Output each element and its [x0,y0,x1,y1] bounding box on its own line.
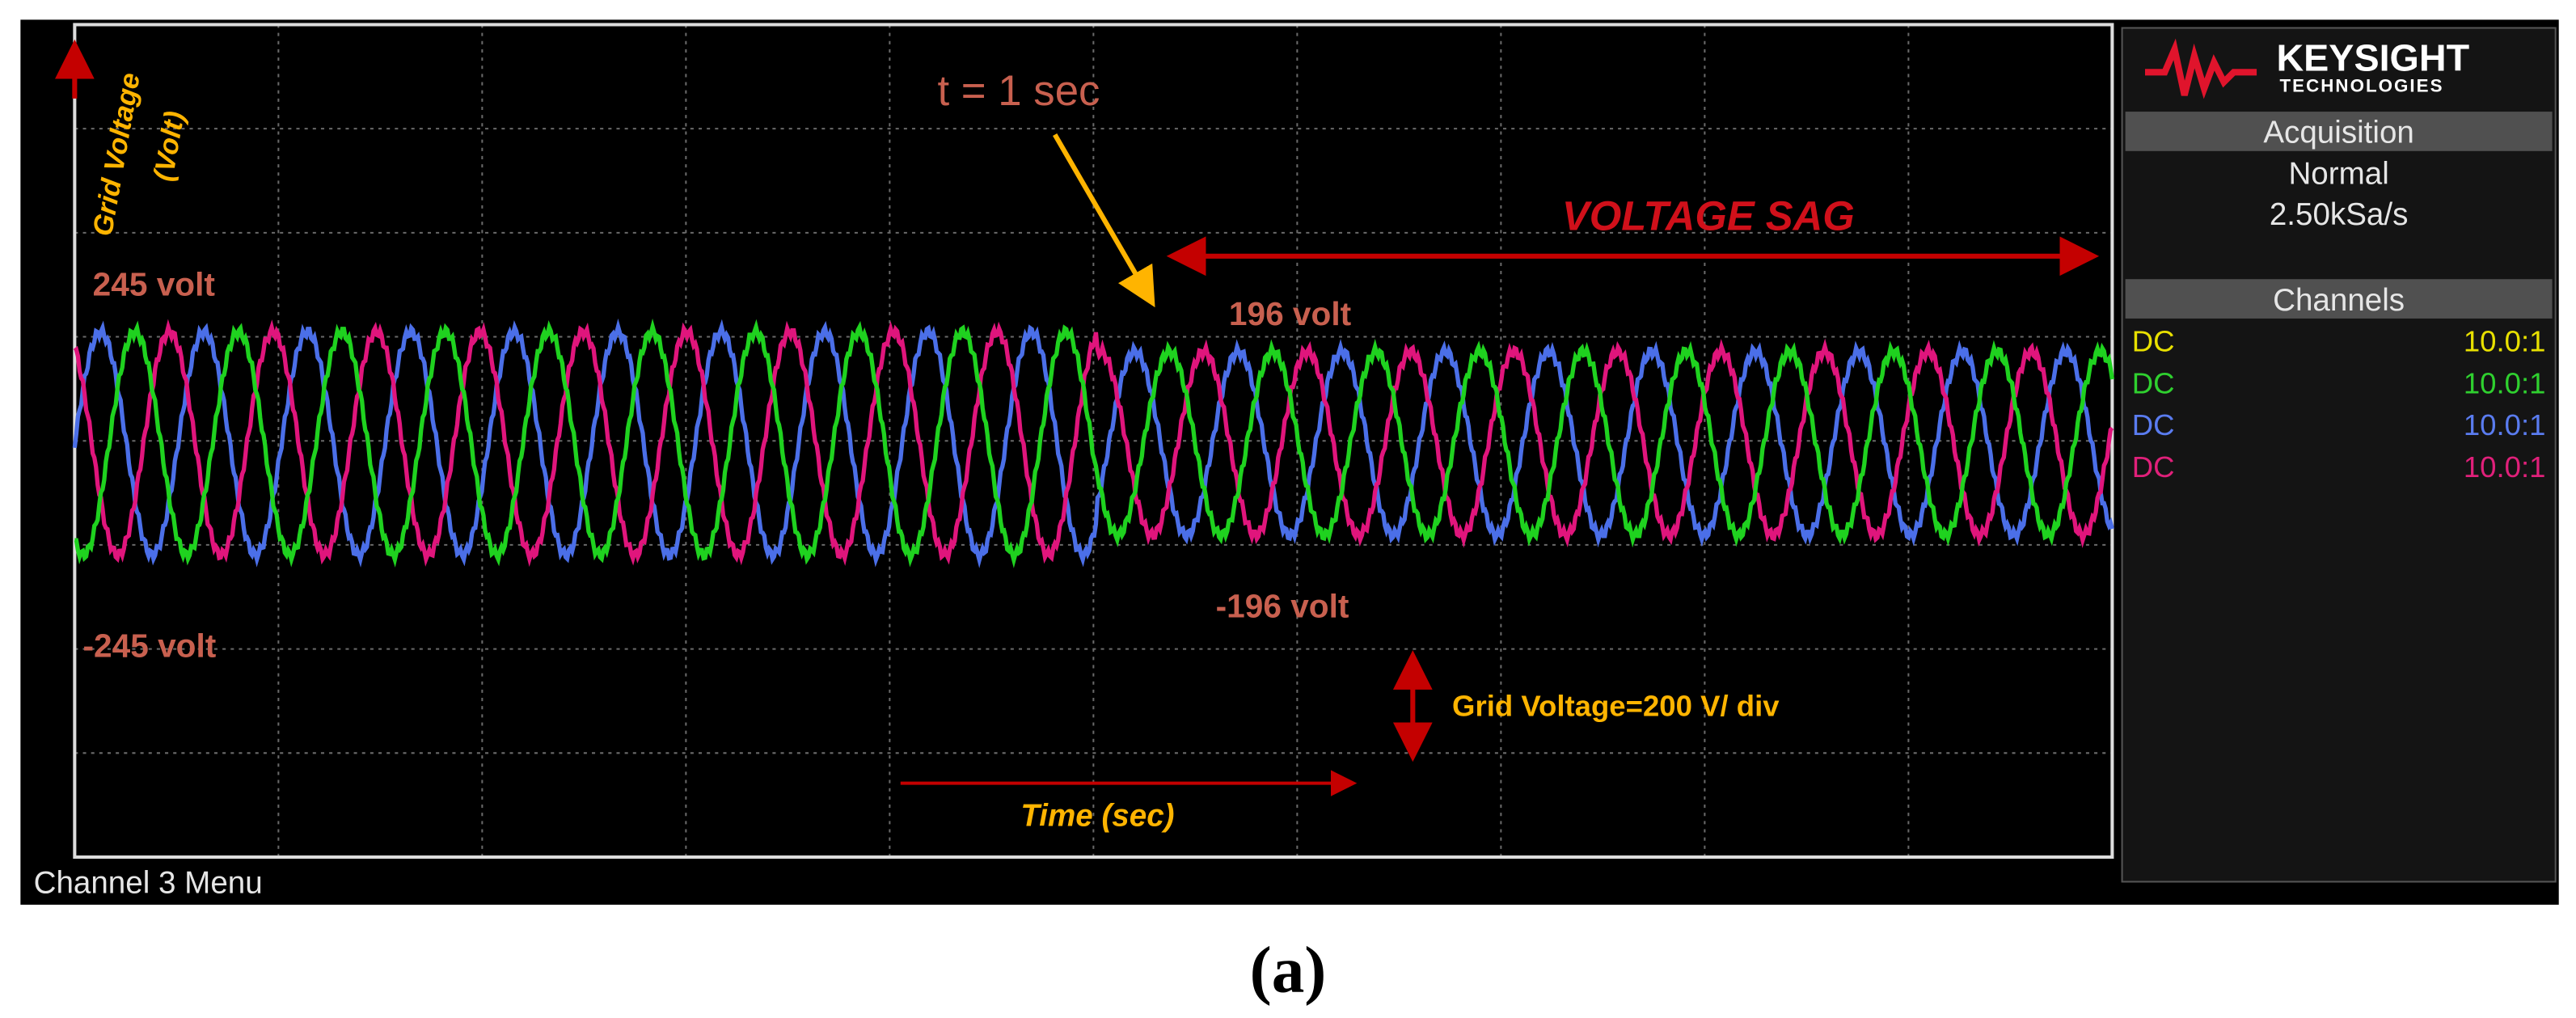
peak-label: 245 volt [93,266,216,303]
channels-header: Channels [2273,283,2405,318]
trough-label: -196 volt [1216,588,1349,625]
sag-label: VOLTAGE SAG [1562,192,1855,239]
caption: (a) [1250,934,1327,1007]
channel-coupling: DC [2132,450,2175,484]
acquisition-header: Acquisition [2263,116,2414,150]
channel-probe: 10.0:1 [2464,450,2546,484]
channel-coupling: DC [2132,408,2175,441]
time-label: Time (sec) [1020,798,1174,833]
scale-label: Grid Voltage=200 V/ div [1452,689,1780,722]
brand: KEYSIGHT [2276,36,2469,78]
acquisition-mode: Normal [2288,156,2388,191]
acquisition-rate: 2.50kSa/s [2270,197,2409,232]
trace [74,318,2114,568]
side-panel [2121,27,2557,883]
peak-label: 196 volt [1229,295,1352,332]
channel-list: DC 10.0:1 DC 10.0:1 DC 10.0:1 DC 10.0:1 [2132,325,2546,484]
waveforms [72,318,2114,568]
trough-label: -245 volt [83,627,217,664]
acquisition-header-bar [2125,112,2553,151]
channel-coupling: DC [2132,366,2175,399]
event-label: t = 1 sec [937,67,1100,115]
brand-logo [2144,38,2257,99]
brand-sub: TECHNOLOGIES [2280,76,2444,96]
event-arrow [1053,133,1155,308]
channel-probe: 10.0:1 [2464,325,2546,358]
status-bar: Channel 3 Menu [34,866,263,901]
channel-probe: 10.0:1 [2464,366,2546,399]
trace [73,319,2114,568]
channel-probe: 10.0:1 [2464,408,2546,441]
channels-header-bar [2125,279,2553,319]
channel-coupling: DC [2132,325,2175,358]
